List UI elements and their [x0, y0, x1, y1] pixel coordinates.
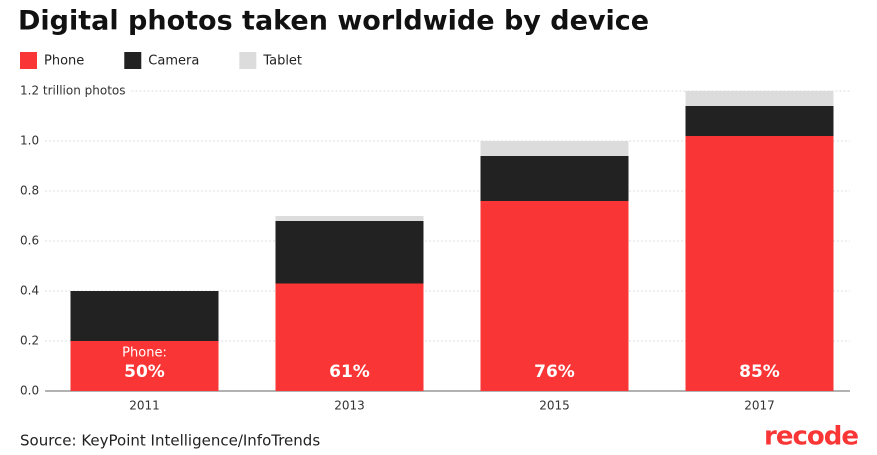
bar-segment [70, 341, 219, 391]
bar-segment [275, 221, 424, 284]
y-tick-label: 0.2 [20, 334, 39, 348]
y-tick-label: 0.6 [20, 234, 39, 248]
bar-segment [480, 156, 629, 201]
source: Source: KeyPoint Intelligence/InfoTrends [20, 432, 320, 450]
y-tick-label: 1.0 [20, 134, 39, 148]
x-tick-label: 2017 [744, 399, 775, 413]
share-label: 50% [124, 362, 165, 382]
x-tick-label: 2015 [539, 399, 570, 413]
legend-swatch [20, 52, 37, 69]
share-prefix: Phone: [122, 346, 167, 361]
bar-segment [480, 201, 629, 391]
y-tick-label: 0.0 [20, 384, 39, 398]
bar-segment [70, 291, 219, 341]
y-tick-label: 1.2 trillion photos [20, 84, 126, 98]
y-tick-label: 0.8 [20, 184, 39, 198]
share-label: 76% [534, 362, 575, 382]
bar-segment [685, 106, 834, 136]
logo: recode [764, 422, 858, 452]
bar-segment [685, 91, 834, 106]
legend-label: Tablet [262, 54, 302, 69]
y-tick-label: 0.4 [20, 284, 39, 298]
legend-swatch [124, 52, 142, 69]
legend-swatch [239, 52, 257, 69]
share-label: 61% [329, 362, 370, 382]
legend-label: Camera [148, 54, 199, 69]
chart-title: Digital photos taken worldwide by device [18, 6, 649, 37]
bar-segment [275, 283, 424, 391]
bar-segment [275, 216, 424, 221]
bar-segment [685, 136, 834, 391]
legend-label: Phone [44, 54, 84, 69]
bar-segment [480, 141, 629, 156]
x-tick-label: 2013 [334, 399, 365, 413]
x-tick-label: 2011 [129, 399, 160, 413]
share-label: 85% [739, 362, 780, 382]
